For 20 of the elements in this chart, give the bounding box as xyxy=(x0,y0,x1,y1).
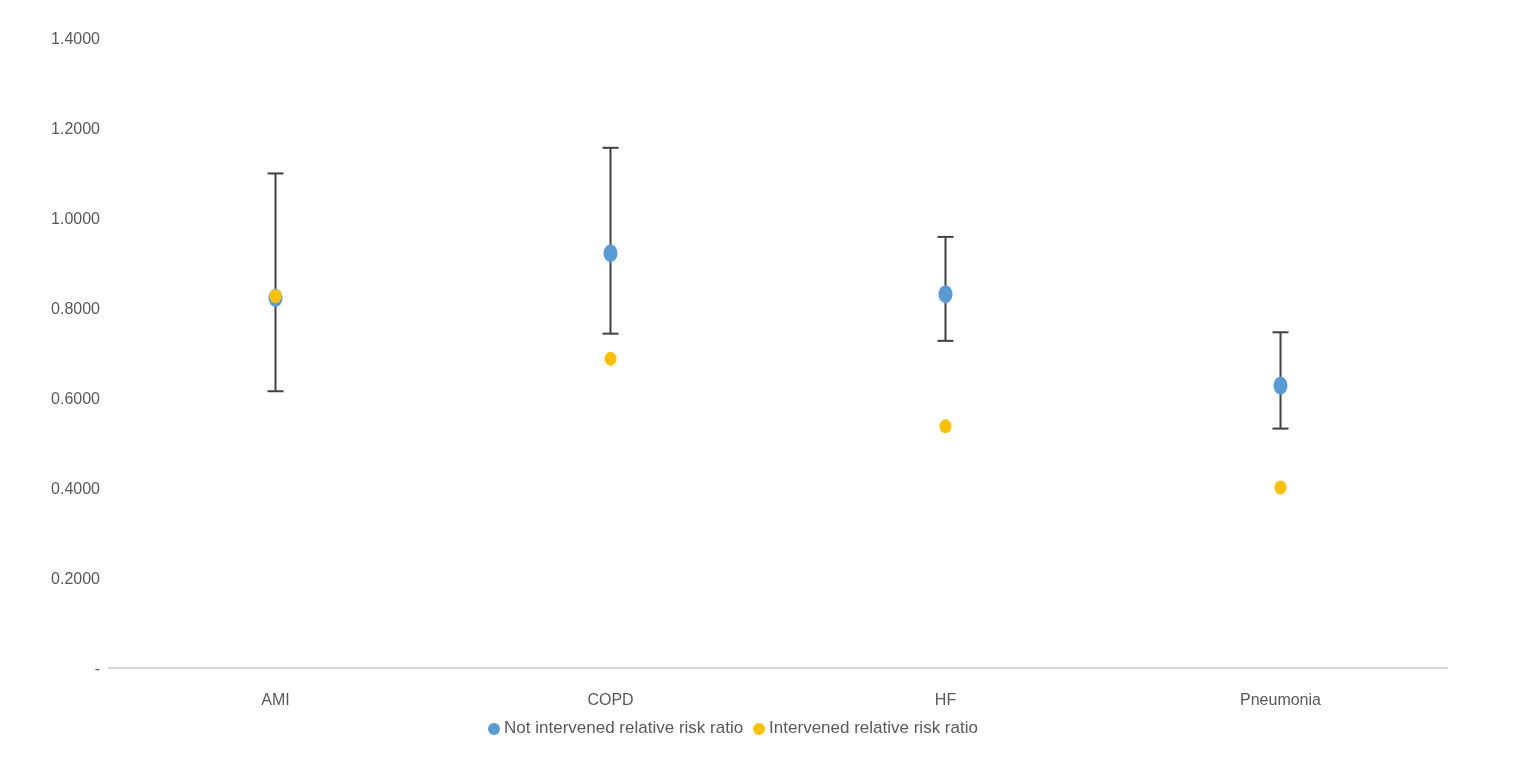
y-tick-label: 1.2000 xyxy=(51,119,101,137)
x-tick-label: Pneumonia xyxy=(1240,691,1322,709)
y-tick-label: 0.8000 xyxy=(51,299,101,317)
y-tick-label: 0.2000 xyxy=(51,569,101,587)
point xyxy=(939,419,952,434)
y-tick-label: 1.4000 xyxy=(51,29,101,47)
point xyxy=(604,351,617,366)
y-tick-label: 0.4000 xyxy=(51,479,101,497)
y-tick-label: - xyxy=(94,659,100,677)
x-tick-label: COPD xyxy=(587,691,634,709)
point xyxy=(1274,480,1287,495)
x-tick-label: AMI xyxy=(261,691,290,709)
x-tick-label: HF xyxy=(934,691,957,709)
point xyxy=(603,244,618,263)
y-tick-label: 1.0000 xyxy=(51,209,101,227)
legend-label: Intervened relative risk ratio xyxy=(769,718,978,737)
y-tick-label: 0.6000 xyxy=(51,389,101,407)
point xyxy=(1273,376,1288,395)
legend-label: Not intervened relative risk ratio xyxy=(504,718,744,737)
point xyxy=(938,285,953,304)
